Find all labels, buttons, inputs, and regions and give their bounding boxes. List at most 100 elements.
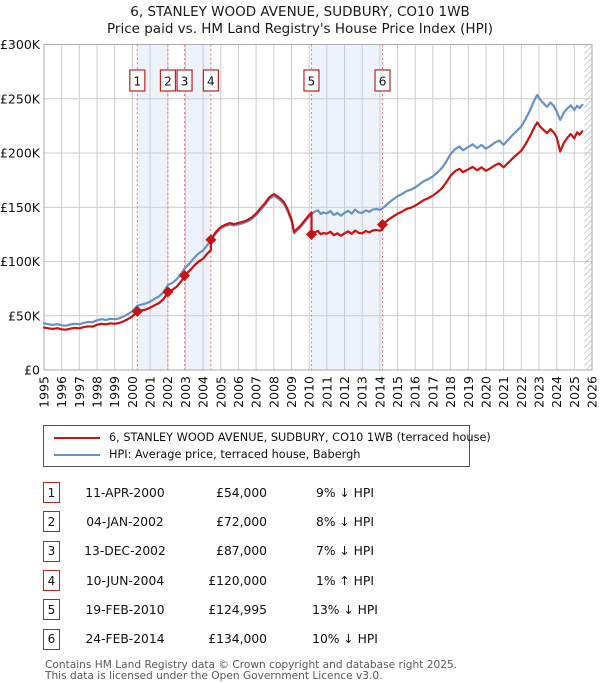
sale-price: £87,000	[216, 544, 267, 559]
table-row: 6 24-FEB-2014 £134,000 10% ↓ HPI	[0, 624, 600, 653]
x-axis-tick-label: 2023	[531, 376, 546, 408]
y-axis-tick-label: £200K	[0, 146, 41, 161]
x-axis-tick-label: 1995	[37, 376, 52, 408]
sale-marker-diamond	[131, 305, 143, 317]
sale-date: 19-FEB-2010	[85, 602, 165, 617]
legend-item: HPI: Average price, terraced house, Babe…	[48, 446, 465, 463]
sale-date: 04-JAN-2002	[86, 514, 164, 529]
sale-number-badge: 5	[43, 599, 60, 621]
license-footer: Contains HM Land Registry data © Crown c…	[45, 658, 600, 683]
sale-number-label: 5	[308, 75, 316, 89]
sale-date: 10-JUN-2004	[85, 573, 165, 588]
x-axis-tick-label: 2001	[143, 376, 158, 408]
x-axis-tick-label: 1999	[107, 376, 122, 408]
sale-number-badge: 6	[43, 628, 60, 650]
sale-number-badge: 2	[43, 511, 60, 533]
sale-number-box	[374, 69, 391, 92]
x-axis-tick-label: 2017	[425, 376, 440, 408]
plot-border	[43, 44, 593, 371]
x-axis-tick-label: 2003	[178, 376, 193, 408]
future-hatch	[584, 44, 592, 370]
sale-price: £72,000	[216, 514, 267, 529]
sale-number-box	[202, 69, 219, 92]
sale-date: 24-FEB-2014	[85, 632, 165, 647]
sale-number-badge: 4	[43, 570, 60, 592]
legend-label: HPI: Average price, terraced house, Babe…	[109, 448, 361, 461]
y-axis-tick-label: £300K	[0, 38, 41, 52]
y-axis-tick-label: £250K	[0, 91, 41, 106]
x-axis-tick-label: 2014	[372, 376, 387, 408]
sale-price: £120,000	[208, 573, 267, 588]
sale-price: £54,000	[216, 485, 267, 500]
sale-number-label: 1	[134, 75, 142, 89]
sale-marker-diamond	[305, 228, 317, 240]
page-subtitle: Price paid vs. HM Land Registry's House …	[107, 21, 493, 37]
x-axis-tick-label: 2012	[337, 376, 352, 408]
x-axis-tick-label: 2002	[160, 376, 175, 408]
price-chart: 1 2 3 4 5 6£0£50K£100K£150K£200K£250K£300K199…	[0, 38, 600, 408]
legend-line-property	[54, 436, 100, 439]
table-row: 3 13-DEC-2002 £87,000 7% ↓ HPI	[0, 537, 600, 566]
y-axis-tick-label: £0	[24, 363, 40, 378]
x-axis-tick-label: 2000	[125, 376, 140, 408]
sale-number-label: 6	[379, 75, 387, 89]
x-axis-tick-label: 2018	[443, 376, 458, 408]
x-axis-tick-label: 2026	[585, 376, 600, 408]
sale-number-box	[159, 69, 177, 92]
x-axis-tick-label: 2015	[390, 376, 405, 408]
chart-legend: 6, STANLEY WOOD AVENUE, SUDBURY, CO10 1W…	[43, 425, 491, 467]
legend-line-hpi	[54, 453, 100, 456]
legend-label: 6, STANLEY WOOD AVENUE, SUDBURY, CO10 1W…	[109, 431, 491, 444]
footer-line-2: This data is licensed under the Open Gov…	[45, 670, 383, 683]
hpi-line	[42, 93, 584, 327]
table-row: 4 10-JUN-2004 £120,000 1% ↑ HPI	[0, 566, 600, 595]
sale-number-box	[303, 69, 320, 92]
x-axis-tick-label: 2005	[213, 376, 228, 408]
y-axis-tick-label: £100K	[0, 254, 41, 269]
sale-price: £134,000	[208, 632, 267, 647]
x-axis-tick-label: 1996	[54, 376, 69, 408]
x-axis-tick-label: 2024	[549, 376, 564, 408]
sale-number-label: 2	[164, 75, 172, 89]
sale-number-badge: 1	[43, 482, 60, 504]
table-row: 2 04-JAN-2002 £72,000 8% ↓ HPI	[0, 507, 600, 536]
x-axis-tick-label: 1997	[72, 376, 87, 408]
x-axis-tick-label: 2007	[249, 376, 264, 408]
x-axis-tick-label: 2006	[231, 376, 246, 408]
sale-hpi-comparison: 9% ↓ HPI	[316, 485, 374, 500]
sale-date: 11-APR-2000	[85, 485, 165, 500]
page-title: 6, STANLEY WOOD AVENUE, SUDBURY, CO10 1W…	[130, 4, 470, 20]
x-axis-tick-label: 2008	[266, 376, 281, 408]
sale-hpi-comparison: 1% ↑ HPI	[316, 573, 374, 588]
sale-hpi-comparison: 8% ↓ HPI	[316, 514, 374, 529]
sale-number-label: 3	[181, 75, 189, 89]
x-axis-tick-label: 2025	[567, 376, 582, 408]
table-row: 1 11-APR-2000 £54,000 9% ↓ HPI	[0, 478, 600, 507]
table-row: 5 19-FEB-2010 £124,995 13% ↓ HPI	[0, 595, 600, 624]
x-axis-tick-label: 2019	[461, 376, 476, 408]
y-axis-tick-label: £150K	[0, 200, 41, 215]
x-axis-tick-label: 2020	[478, 376, 493, 408]
sale-number-label: 4	[207, 75, 215, 89]
sale-marker-diamond	[179, 270, 191, 282]
x-axis-tick-label: 1998	[90, 376, 105, 408]
sale-date: 13-DEC-2002	[84, 544, 166, 559]
sale-hpi-comparison: 13% ↓ HPI	[312, 602, 378, 617]
x-axis-tick-label: 2009	[284, 376, 299, 408]
x-axis-tick-label: 2013	[355, 376, 370, 408]
y-axis-tick-label: £50K	[8, 308, 41, 323]
footer-line-1: Contains HM Land Registry data © Crown c…	[45, 658, 458, 671]
sale-hpi-comparison: 7% ↓ HPI	[316, 544, 374, 559]
sale-number-box	[129, 69, 146, 92]
x-axis-tick-label: 2011	[319, 376, 334, 408]
price-paid-line	[42, 121, 584, 331]
sale-marker-diamond	[162, 286, 174, 298]
legend-item: 6, STANLEY WOOD AVENUE, SUDBURY, CO10 1W…	[48, 429, 491, 446]
sales-table: 1 11-APR-2000 £54,000 9% ↓ HPI 2 04-JAN-2002 £…	[0, 478, 600, 654]
x-axis-tick-label: 2010	[302, 376, 317, 408]
x-axis-tick-label: 2016	[408, 376, 423, 408]
x-axis-tick-label: 2004	[196, 376, 211, 408]
sale-number-badge: 3	[43, 540, 60, 562]
sale-marker-diamond	[205, 234, 217, 246]
sale-marker-diamond	[377, 219, 389, 231]
